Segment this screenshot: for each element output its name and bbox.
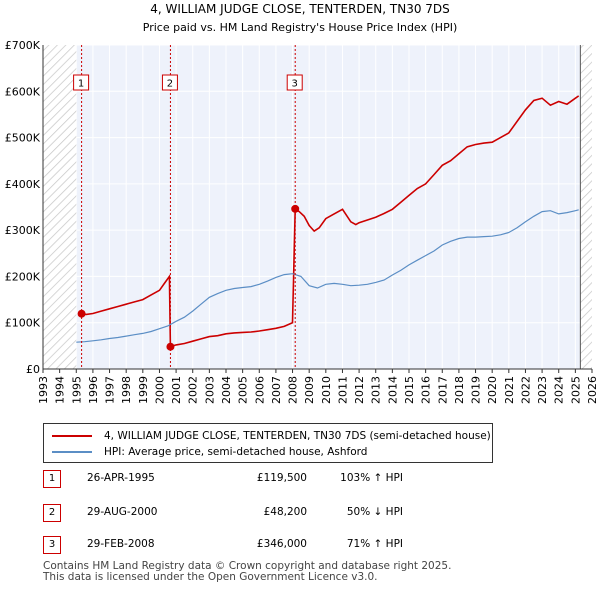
sale-hpi: 71% ↑ HPI	[346, 538, 403, 550]
y-tick-label: £600K	[5, 85, 41, 98]
sale-row: 3 29-FEB-2008 £346,000 71% ↑ HPI	[43, 536, 483, 556]
legend-item-hpi: HPI: Average price, semi-detached house,…	[52, 444, 367, 460]
x-tick-label: 1996	[87, 376, 100, 404]
x-tick-label: 2018	[453, 376, 466, 404]
sale-marker-label: 2	[167, 79, 173, 90]
x-tick-label: 2003	[203, 376, 216, 404]
sale-number: 3	[43, 536, 61, 554]
x-tick-label: 2011	[336, 376, 349, 404]
x-tick-label: 2012	[353, 376, 366, 404]
price-chart: 4, WILLIAM JUDGE CLOSE, TENTERDEN, TN30 …	[5, 2, 599, 404]
legend-swatch-property	[52, 435, 92, 437]
x-tick-label: 1998	[120, 376, 133, 404]
sale-price: £48,200	[263, 506, 307, 518]
x-tick-label: 2013	[370, 376, 383, 404]
footer: Contains HM Land Registry data © Crown c…	[43, 561, 451, 583]
x-tick-label: 1999	[137, 376, 150, 404]
x-tick-label: 2015	[403, 376, 416, 404]
y-tick-label: £100K	[5, 317, 41, 330]
footer-license: This data is licensed under the Open Gov…	[43, 571, 378, 583]
x-tick-label: 2016	[420, 376, 433, 404]
x-tick-label: 2022	[519, 376, 532, 404]
x-tick-label: 2008	[287, 376, 300, 404]
legend-item-property: 4, WILLIAM JUDGE CLOSE, TENTERDEN, TN30 …	[52, 428, 491, 444]
x-tick-label: 2019	[470, 376, 483, 404]
x-tick-label: 2001	[170, 376, 183, 404]
sale-price: £119,500	[256, 472, 307, 484]
sale-price: £346,000	[256, 538, 307, 550]
legend-label-hpi: HPI: Average price, semi-detached house,…	[104, 446, 368, 458]
sale-date: 29-AUG-2000	[87, 506, 158, 518]
y-tick-label: £0	[26, 363, 40, 376]
plot-background	[43, 45, 592, 369]
x-tick-label: 2006	[253, 376, 266, 404]
sale-number: 1	[43, 470, 61, 488]
sale-row: 2 29-AUG-2000 £48,200 50% ↓ HPI	[43, 504, 483, 524]
sale-hpi: 50% ↓ HPI	[346, 506, 403, 518]
x-tick-label: 2009	[303, 376, 316, 404]
x-tick-label: 2024	[553, 376, 566, 404]
sale-point	[166, 342, 175, 351]
chart-title: 4, WILLIAM JUDGE CLOSE, TENTERDEN, TN30 …	[150, 2, 450, 16]
y-tick-label: £200K	[5, 270, 41, 283]
sale-number: 2	[43, 504, 61, 522]
property-price-line	[81, 95, 580, 348]
sale-marker-box	[73, 74, 90, 91]
x-tick-label: 2026	[586, 376, 599, 404]
x-tick-label: 2014	[386, 376, 399, 404]
sale-marker-label: 1	[78, 79, 84, 90]
x-tick-label: 2021	[503, 376, 516, 404]
legend-label-property: 4, WILLIAM JUDGE CLOSE, TENTERDEN, TN30 …	[104, 430, 491, 442]
x-tick-label: 1994	[54, 376, 67, 404]
y-tick-label: £700K	[5, 39, 41, 52]
sale-marker-label: 3	[292, 79, 298, 90]
x-tick-label: 2005	[237, 376, 250, 404]
legend-swatch-hpi	[52, 451, 92, 453]
x-tick-label: 2025	[569, 376, 582, 404]
post-data-hatch	[580, 45, 592, 369]
y-tick-label: £400K	[5, 178, 41, 191]
sale-date: 29-FEB-2008	[87, 538, 155, 550]
sale-marker-box	[161, 74, 178, 91]
x-tick-label: 1995	[70, 376, 83, 404]
sale-hpi: 103% ↑ HPI	[340, 472, 403, 484]
y-tick-label: £500K	[5, 132, 41, 145]
hpi-line	[76, 209, 579, 343]
x-tick-label: 2000	[153, 376, 166, 404]
x-tick-label: 2010	[320, 376, 333, 404]
legend: 4, WILLIAM JUDGE CLOSE, TENTERDEN, TN30 …	[43, 423, 493, 463]
sale-date: 26-APR-1995	[87, 472, 155, 484]
x-tick-label: 2023	[536, 376, 549, 404]
footer-copyright: Contains HM Land Registry data © Crown c…	[43, 560, 452, 572]
x-tick-label: 1997	[104, 376, 117, 404]
chart-subtitle: Price paid vs. HM Land Registry's House …	[143, 21, 458, 34]
x-tick-label: 2004	[220, 376, 233, 404]
sale-point	[77, 309, 86, 318]
y-tick-label: £300K	[5, 224, 41, 237]
sale-row: 1 26-APR-1995 £119,500 103% ↑ HPI	[43, 470, 483, 490]
x-tick-label: 2020	[486, 376, 499, 404]
x-tick-label: 1993	[37, 376, 50, 404]
sale-point	[291, 204, 300, 213]
x-tick-label: 2017	[436, 376, 449, 404]
x-tick-label: 2002	[187, 376, 200, 404]
pre-data-hatch	[43, 45, 77, 369]
x-tick-label: 2007	[270, 376, 283, 404]
sale-marker-box	[286, 74, 303, 91]
